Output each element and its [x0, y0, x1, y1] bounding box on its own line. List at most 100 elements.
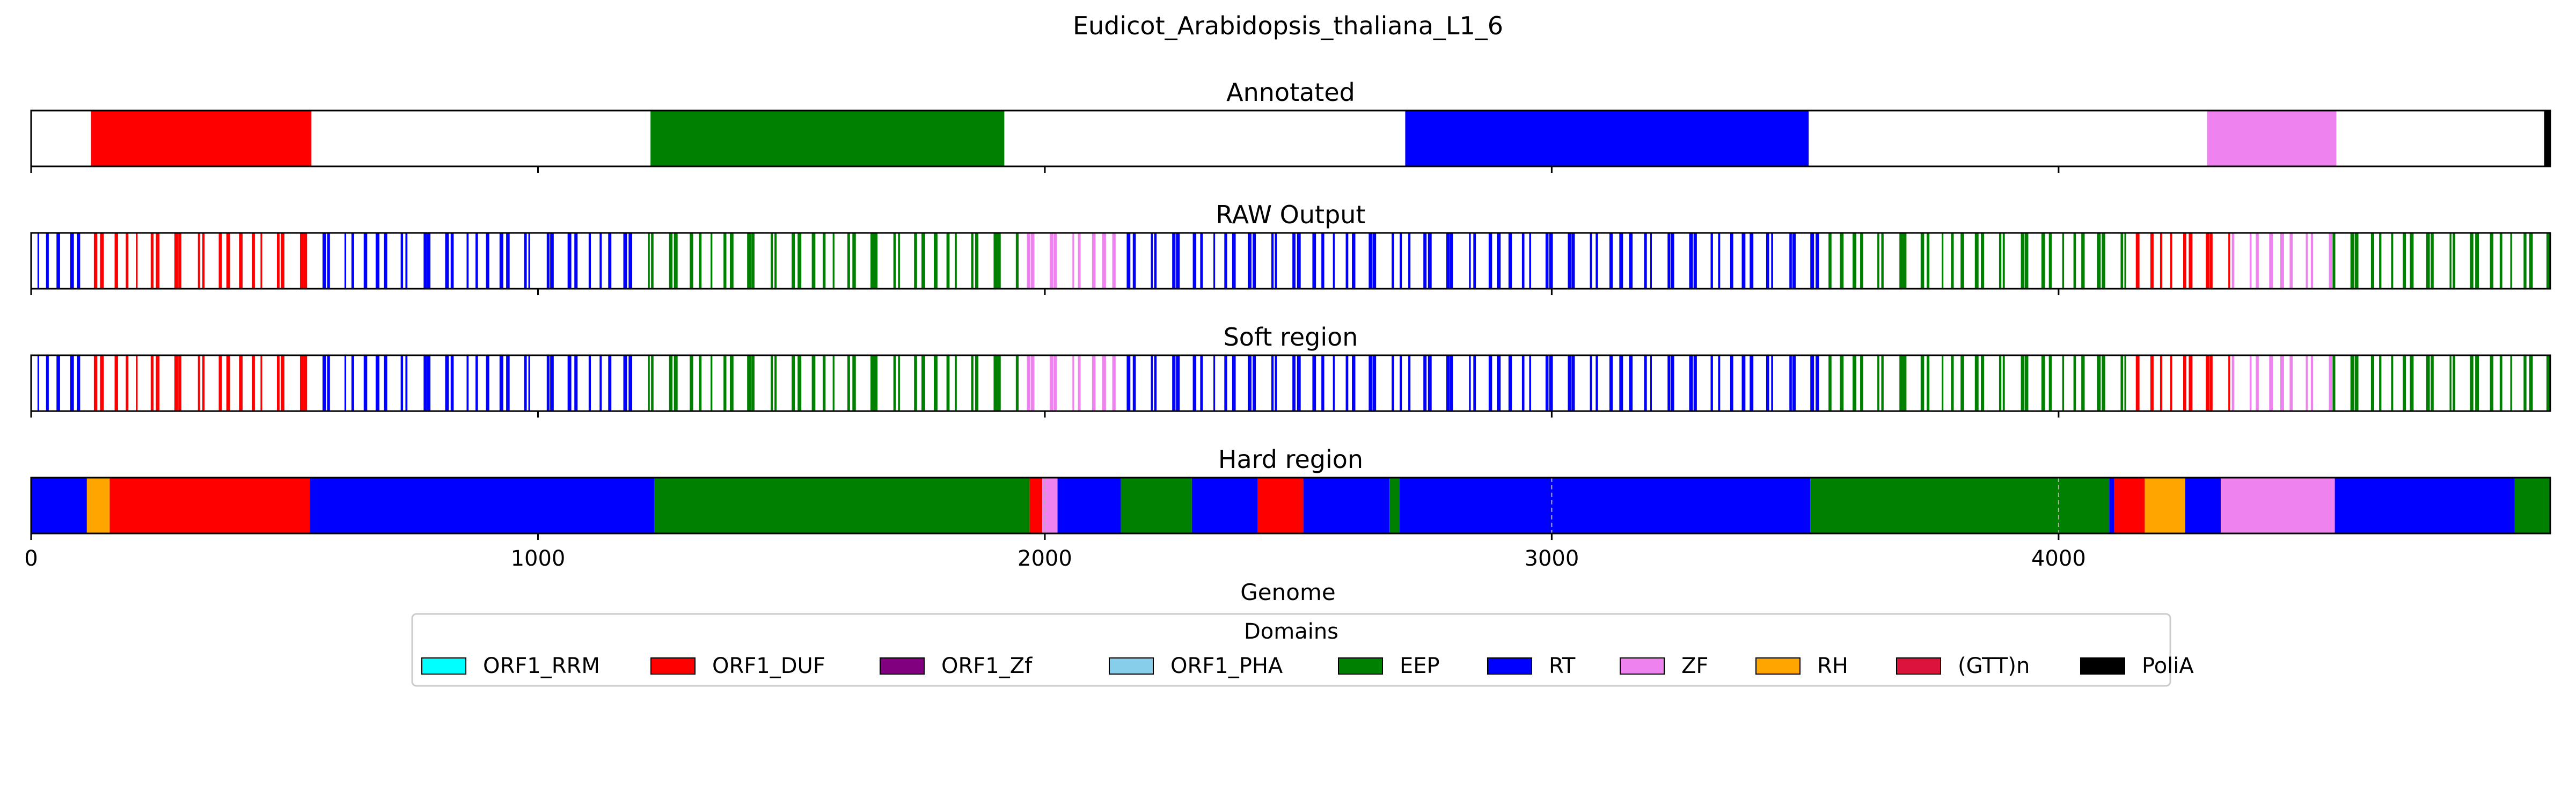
domain-hit — [1619, 355, 1623, 411]
panel-marks — [37, 233, 2550, 289]
domain-hit — [1549, 355, 1553, 411]
domain-hit — [1828, 355, 1832, 411]
domain-hit — [574, 233, 578, 289]
panel-1: Annotated — [30, 78, 2551, 173]
domain-hit — [400, 233, 404, 289]
domain-hit — [136, 233, 138, 289]
domain-hit — [1488, 355, 1492, 411]
domain-hit — [674, 355, 678, 411]
domain-hit — [2431, 233, 2434, 289]
figure-title: Eudicot_Arabidopsis_thaliana_L1_6 — [1073, 11, 1503, 40]
legend-label: ORF1_PHA — [1170, 654, 1283, 678]
domain-hit — [2183, 355, 2186, 411]
panel-title: Soft region — [1224, 323, 1358, 352]
domain-hit — [1423, 233, 1427, 289]
domain-segment-orf1-duf — [93, 233, 308, 289]
domain-hit — [327, 355, 330, 411]
domain-segment-rt — [37, 355, 80, 411]
panel-4: Hard region — [30, 445, 2551, 540]
domain-hit — [1015, 355, 1019, 411]
domain-hit — [921, 233, 925, 289]
legend-item: ORF1_RRM — [421, 654, 600, 678]
domain-hit — [1927, 355, 1930, 411]
domain-hit — [2546, 233, 2550, 289]
domain-hit — [1521, 355, 1525, 411]
domain-hit — [898, 355, 900, 411]
domain-hit — [546, 233, 550, 289]
domain-hit — [852, 233, 856, 289]
domain-hit — [1446, 233, 1450, 289]
domain-hit — [351, 233, 354, 289]
domain-hit — [202, 355, 205, 411]
domain-hit — [1213, 233, 1216, 289]
domain-segment-zf — [2231, 233, 2332, 289]
domain-hit — [711, 355, 713, 411]
domain-hit — [1529, 355, 1531, 411]
domain-hit — [730, 355, 734, 411]
domain-hit — [811, 355, 816, 411]
domain-segment-orf1-duf — [91, 111, 312, 166]
domain-hit — [1053, 355, 1057, 411]
domain-hit — [46, 355, 49, 411]
domain-hit — [1853, 355, 1856, 411]
domain-hit — [363, 233, 368, 289]
domain-hit — [2170, 355, 2172, 411]
domain-hit — [1981, 233, 1985, 289]
domain-segment-eep — [2514, 478, 2550, 533]
domain-hit — [1292, 233, 1296, 289]
domain-hit — [303, 233, 308, 289]
domain-hit — [1750, 233, 1754, 289]
domain-hit — [1951, 233, 1954, 289]
domain-hit — [946, 355, 950, 411]
domain-hit — [226, 355, 230, 411]
domain-hit — [524, 233, 527, 289]
domain-hit — [550, 355, 554, 411]
domain-hit — [628, 355, 633, 411]
domain-hit — [2228, 233, 2230, 289]
domain-hit — [651, 355, 654, 411]
domain-hit — [1999, 233, 2002, 289]
domain-hit — [2228, 355, 2230, 411]
domain-hit — [1810, 355, 1814, 411]
domain-hit — [2403, 233, 2406, 289]
domain-hit — [1508, 233, 1512, 289]
domain-hit — [114, 355, 118, 411]
domain-segment-orf1-duf — [93, 355, 308, 411]
domain-hit — [2231, 355, 2235, 411]
domain-hit — [528, 233, 530, 289]
domain-hit — [2209, 233, 2213, 289]
domain-hit — [1545, 355, 1549, 411]
domain-hit — [669, 355, 673, 411]
domain-hit — [1102, 355, 1106, 411]
domain-hit — [1372, 233, 1377, 289]
domain-hit — [792, 233, 795, 289]
domain-hit — [934, 355, 938, 411]
panel-marks — [37, 355, 2550, 411]
domain-segment-rt — [1303, 478, 1390, 533]
domain-hit — [2120, 233, 2124, 289]
domain-hit — [1271, 355, 1274, 411]
domain-hit — [1092, 355, 1096, 411]
domain-hit — [2062, 355, 2065, 411]
domain-hit — [2024, 233, 2029, 289]
domain-hit — [1072, 233, 1074, 289]
domain-hit — [375, 233, 379, 289]
domain-hit — [2391, 233, 2394, 289]
domain-hit — [252, 355, 255, 411]
domain-hit — [1400, 233, 1402, 289]
domain-hit — [1352, 233, 1356, 289]
domain-hit — [797, 233, 802, 289]
domain-segment-rt — [1191, 478, 1258, 533]
domain-hit — [1392, 355, 1394, 411]
domain-hit — [1408, 233, 1411, 289]
legend: Domains ORF1_RRM ORF1_DUF ORF1_Zf ORF1_PHA E… — [411, 613, 2194, 687]
domain-hit — [2256, 233, 2259, 289]
domain-hit — [1771, 233, 1773, 289]
domain-hit — [1951, 355, 1954, 411]
domain-hit — [276, 233, 280, 289]
legend-label: (GTT)n — [1958, 654, 2030, 678]
domain-hit — [197, 233, 200, 289]
domain-hit — [608, 355, 612, 411]
domain-hit — [1718, 233, 1721, 289]
domain-hit — [2453, 233, 2455, 289]
